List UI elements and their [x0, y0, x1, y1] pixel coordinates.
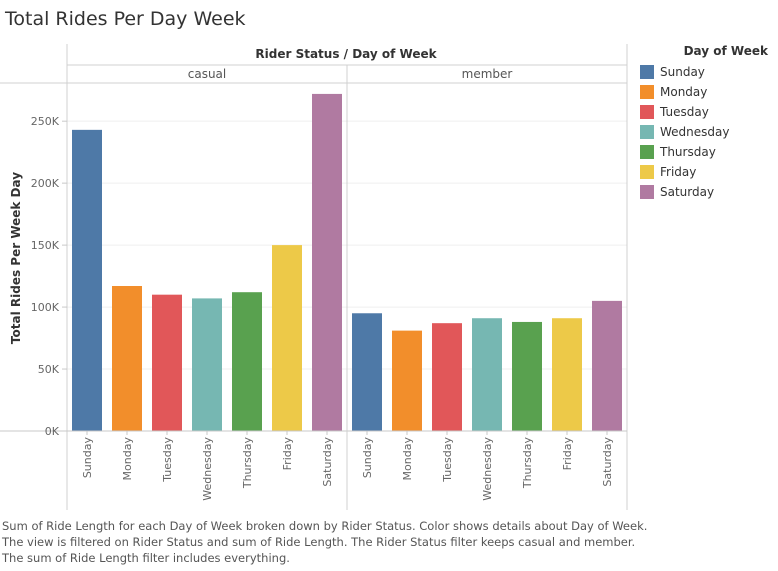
legend-label: Tuesday: [660, 105, 709, 119]
bar-member-wednesday: [472, 318, 502, 431]
footnote-line-2: The view is filtered on Rider Status and…: [2, 535, 636, 549]
bar-casual-tuesday: [152, 294, 182, 431]
x-tick-label: Sunday: [81, 437, 94, 479]
bar-casual-friday: [272, 245, 302, 431]
x-tick-label: Monday: [401, 437, 414, 481]
legend-swatch: [640, 165, 654, 179]
bar-chart: Rider Status / Day of Week Total Rides P…: [0, 44, 628, 510]
x-tick-label: Thursday: [521, 437, 534, 490]
x-tick-label: Wednesday: [201, 437, 214, 501]
bar-member-thursday: [512, 321, 542, 431]
bar-member-saturday: [592, 300, 622, 431]
legend-label: Friday: [660, 165, 697, 179]
legend-swatch: [640, 145, 654, 159]
legend-item-saturday[interactable]: Saturday: [640, 182, 770, 202]
x-tick-label: Friday: [281, 437, 294, 471]
legend-title: Day of Week: [683, 44, 768, 58]
legend-label: Wednesday: [660, 125, 730, 139]
x-tick-label: Wednesday: [481, 437, 494, 501]
panel-header: Rider Status / Day of Week: [255, 47, 437, 61]
footnote-line-1: Sum of Ride Length for each Day of Week …: [2, 519, 648, 533]
axes-layer: [0, 44, 628, 510]
legend-swatch: [640, 125, 654, 139]
bar-member-friday: [552, 318, 582, 431]
legend-label: Thursday: [660, 145, 716, 159]
legend-item-friday[interactable]: Friday: [640, 162, 770, 182]
legend-item-sunday[interactable]: Sunday: [640, 62, 770, 82]
legend-item-thursday[interactable]: Thursday: [640, 142, 770, 162]
x-tick-label: Friday: [561, 437, 574, 471]
bar-casual-wednesday: [192, 298, 222, 431]
x-tick-label: Tuesday: [161, 437, 174, 483]
bar-casual-sunday: [72, 129, 102, 431]
legend-label: Monday: [660, 85, 708, 99]
y-tick-label: 200K: [31, 177, 60, 190]
bar-casual-monday: [112, 286, 142, 431]
y-tick-label: 100K: [31, 301, 60, 314]
bar-member-tuesday: [432, 323, 462, 431]
panel-label-casual: casual: [188, 67, 227, 81]
y-axis-label: Total Rides Per Week Day: [9, 172, 23, 344]
x-tick-label: Monday: [121, 437, 134, 481]
x-tick-label: Tuesday: [441, 437, 454, 483]
y-tick-label: 50K: [38, 363, 60, 376]
legend-swatch: [640, 65, 654, 79]
bar-member-sunday: [352, 313, 382, 431]
x-tick-label: Saturday: [601, 437, 614, 487]
x-tick-label: Saturday: [321, 437, 334, 487]
bar-casual-saturday: [312, 93, 342, 432]
panel-label-member: member: [462, 67, 513, 81]
x-tick-label: Sunday: [361, 437, 374, 479]
legend-swatch: [640, 105, 654, 119]
legend-label: Sunday: [660, 65, 705, 79]
bar-casual-thursday: [232, 292, 262, 431]
legend-swatch: [640, 185, 654, 199]
legend-label: Saturday: [660, 185, 715, 199]
legend-swatch: [640, 85, 654, 99]
legend-item-tuesday[interactable]: Tuesday: [640, 102, 770, 122]
y-tick-label: 150K: [31, 239, 60, 252]
labels-layer: 0K 50K 100K 150K 200K 250K casual Sunday Monday T…: [31, 67, 614, 501]
legend: Day of Week Sunday Monday Tuesday Wednesday…: [640, 44, 770, 202]
legend-item-monday[interactable]: Monday: [640, 82, 770, 102]
y-tick-label: 250K: [31, 115, 60, 128]
bar-member-monday: [392, 330, 422, 431]
footnote: Sum of Ride Length for each Day of Week …: [2, 518, 647, 566]
footnote-line-3: The sum of Ride Length filter includes e…: [2, 551, 290, 565]
chart-title: Total Rides Per Day Week: [5, 8, 246, 30]
legend-item-wednesday[interactable]: Wednesday: [640, 122, 770, 142]
x-tick-label: Thursday: [241, 437, 254, 490]
y-tick-label: 0K: [45, 425, 60, 438]
bars-layer: [72, 93, 622, 432]
